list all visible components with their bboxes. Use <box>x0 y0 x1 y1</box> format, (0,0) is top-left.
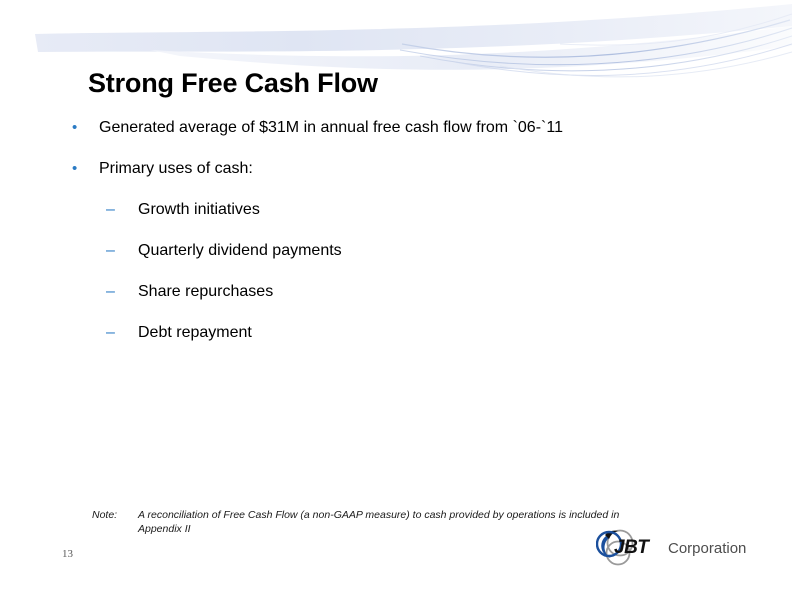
footnote-text: A reconciliation of Free Cash Flow (a no… <box>138 509 620 535</box>
logo-corporation-text: Corporation <box>668 540 747 557</box>
page-number: 13 <box>62 548 73 560</box>
bullet-text: Primary uses of cash: <box>99 160 253 177</box>
sub-bullet-text: Quarterly dividend payments <box>138 242 342 259</box>
sub-bullet-text: Share repurchases <box>138 283 274 300</box>
footnote-label: Note: <box>92 509 118 521</box>
bullet-item: Primary uses of cash: <box>68 159 728 179</box>
sub-bullet-text: Growth initiatives <box>138 201 260 218</box>
bullet-text: Generated average of $31M in annual free… <box>99 119 563 136</box>
slide-body: Generated average of $31M in annual free… <box>68 118 728 364</box>
jbt-corporation-logo: JBT Corporation <box>595 528 756 570</box>
dash-icon: – <box>106 324 115 341</box>
sub-bullet-text: Debt repayment <box>138 324 252 341</box>
bullet-dot-icon <box>72 159 77 179</box>
dash-icon: – <box>106 283 115 300</box>
bullet-item: Generated average of $31M in annual free… <box>68 118 728 138</box>
page-title: Strong Free Cash Flow <box>88 68 378 98</box>
dash-icon: – <box>106 201 115 218</box>
sub-bullet-item: – Debt repayment <box>68 323 728 343</box>
sub-bullet-item: – Share repurchases <box>68 282 728 302</box>
sub-bullet-list: – Growth initiatives – Quarterly dividen… <box>68 200 728 343</box>
dash-icon: – <box>106 242 115 259</box>
logo-jbt-text: JBT <box>614 537 649 558</box>
footnote: Note: A reconciliation of Free Cash Flow… <box>92 508 622 536</box>
jbt-swoosh-icon <box>595 528 658 570</box>
sub-bullet-item: – Growth initiatives <box>68 200 728 220</box>
bullet-dot-icon <box>72 118 77 138</box>
sub-bullet-item: – Quarterly dividend payments <box>68 241 728 261</box>
